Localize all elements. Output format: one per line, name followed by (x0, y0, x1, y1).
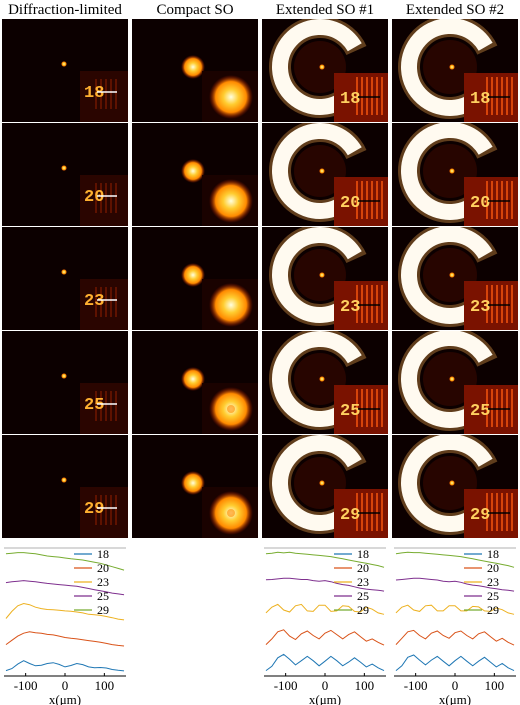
svg-text:20: 20 (340, 194, 360, 213)
image-extended-so-2-29: 29 (392, 435, 518, 538)
image-extended-so-1-23: 23 (262, 227, 388, 330)
image-compact-so-23 (132, 227, 258, 330)
x-tick-label: 100 (485, 678, 505, 693)
image-diffraction-limited-18: 18 (2, 19, 128, 122)
series-line-25 (5, 580, 125, 596)
legend-label-25: 25 (487, 589, 499, 603)
image-diffraction-limited-29: 29 (2, 435, 128, 538)
svg-text:29: 29 (470, 506, 490, 525)
legend-label-18: 18 (357, 547, 369, 561)
svg-text:23: 23 (470, 298, 490, 317)
legend-label-29: 29 (487, 603, 499, 617)
svg-text:23: 23 (340, 298, 360, 317)
series-line-20 (265, 629, 385, 646)
column-title-compact-so: Compact SO (156, 2, 234, 18)
profile-plot-diffraction-limited: 18 20 23 25 29 -100 0 100 x(μm) (2, 540, 128, 705)
image-extended-so-2-23: 23 (392, 227, 518, 330)
x-axis-label: x(μm) (439, 692, 471, 705)
svg-text:18: 18 (340, 90, 360, 109)
series-line-18 (5, 660, 125, 672)
x-axis-label: x(μm) (49, 692, 81, 705)
svg-text:23: 23 (84, 292, 104, 311)
series-line-29 (5, 552, 125, 571)
image-extended-so-2-20: 20 (392, 123, 518, 226)
legend-label-20: 20 (487, 561, 499, 575)
column-title-extended-so-2: Extended SO #2 (405, 2, 505, 18)
image-extended-so-2-25: 25 (392, 331, 518, 434)
legend-label-25: 25 (97, 589, 109, 603)
x-tick-label: 0 (322, 678, 329, 693)
x-tick-label: 0 (62, 678, 69, 693)
image-diffraction-limited-23: 23 (2, 227, 128, 330)
series-line-29 (265, 551, 385, 568)
legend-label-23: 23 (357, 575, 369, 589)
svg-text:25: 25 (340, 402, 360, 421)
svg-text:18: 18 (470, 90, 490, 109)
image-extended-so-1-25: 25 (262, 331, 388, 434)
legend-label-18: 18 (97, 547, 109, 561)
svg-text:25: 25 (470, 402, 490, 421)
svg-text:25: 25 (84, 396, 104, 415)
legend-label-23: 23 (97, 575, 109, 589)
image-extended-so-1-20: 20 (262, 123, 388, 226)
image-extended-so-1-29: 29 (262, 435, 388, 538)
series-line-23 (395, 604, 515, 615)
image-compact-so-29 (132, 435, 258, 538)
svg-text:29: 29 (340, 506, 360, 525)
x-tick-label: 100 (95, 678, 115, 693)
series-line-25 (265, 577, 385, 592)
image-extended-so-2-18: 18 (392, 19, 518, 122)
series-line-20 (395, 629, 515, 646)
x-tick-label: 0 (452, 678, 459, 693)
svg-text:29: 29 (84, 500, 104, 519)
legend-label-20: 20 (97, 561, 109, 575)
legend-label-18: 18 (487, 547, 499, 561)
profile-plot-extended-so-2: 18 20 23 25 29 -100 0 100 x(μm) (392, 540, 518, 705)
legend-label-25: 25 (357, 589, 369, 603)
image-compact-so-20 (132, 123, 258, 226)
series-line-23 (5, 602, 125, 621)
series-line-29 (395, 551, 515, 568)
svg-text:18: 18 (84, 84, 104, 103)
x-tick-label: -100 (404, 678, 428, 693)
legend-label-29: 29 (357, 603, 369, 617)
legend-label-23: 23 (487, 575, 499, 589)
profile-plot-extended-so-1: 18 20 23 25 29 -100 0 100 x(μm) (262, 540, 388, 705)
image-compact-so-25 (132, 331, 258, 434)
x-axis-label: x(μm) (309, 692, 341, 705)
column-title-extended-so-1: Extended SO #1 (275, 2, 375, 18)
legend-label-20: 20 (357, 561, 369, 575)
x-tick-label: -100 (14, 678, 38, 693)
image-compact-so-18 (132, 19, 258, 122)
image-diffraction-limited-25: 25 (2, 331, 128, 434)
series-line-18 (395, 654, 515, 672)
column-title-diffraction-limited: Diffraction-limited (8, 2, 122, 18)
series-line-20 (5, 631, 125, 647)
svg-text:20: 20 (84, 188, 104, 207)
image-diffraction-limited-20: 20 (2, 123, 128, 226)
x-tick-label: 100 (355, 678, 375, 693)
x-tick-label: -100 (274, 678, 298, 693)
image-extended-so-1-18: 18 (262, 19, 388, 122)
series-line-18 (265, 653, 385, 672)
series-line-23 (265, 603, 385, 615)
svg-text:20: 20 (470, 194, 490, 213)
legend-label-29: 29 (97, 603, 109, 617)
series-line-25 (395, 577, 515, 592)
